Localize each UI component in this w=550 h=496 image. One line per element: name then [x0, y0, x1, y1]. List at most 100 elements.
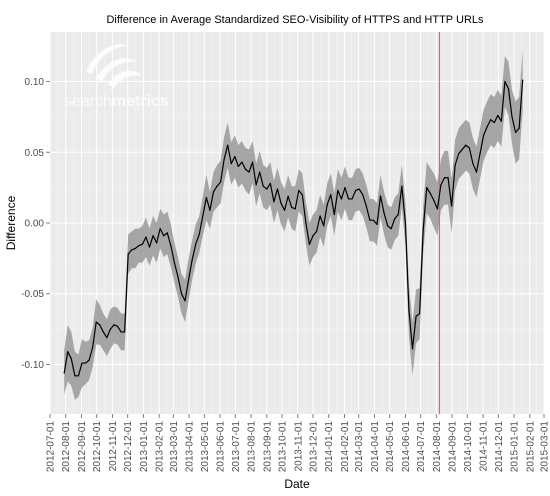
x-tick-label: 2013-01-01: [139, 421, 150, 473]
x-tick-label: 2012-12-01: [123, 421, 134, 473]
data-point: [219, 181, 222, 183]
data-point: [330, 194, 332, 196]
data-point: [141, 243, 144, 245]
data-point: [184, 300, 186, 302]
data-point: [518, 127, 520, 129]
data-point: [426, 187, 428, 189]
data-point: [493, 121, 495, 124]
searchmetrics-logo: searchmetrics: [64, 44, 169, 110]
data-point: [159, 228, 161, 230]
data-point: [411, 348, 414, 350]
data-point: [173, 262, 175, 264]
x-tick-label: 2014-03-01: [354, 421, 365, 473]
data-point: [333, 213, 335, 216]
data-point: [67, 351, 69, 353]
x-tick-label: 2013-11-01: [293, 421, 304, 472]
data-point: [390, 228, 392, 230]
data-point: [170, 245, 172, 247]
data-point: [95, 321, 97, 323]
data-point: [163, 235, 165, 237]
series-line: [63, 80, 524, 377]
data-point: [113, 324, 115, 326]
data-point: [70, 358, 72, 360]
data-point: [301, 194, 303, 196]
data-point: [397, 213, 399, 216]
x-tick-label: 2013-04-01: [185, 421, 196, 473]
data-point: [305, 222, 307, 224]
data-point: [212, 191, 215, 193]
data-point: [312, 235, 314, 237]
data-point: [479, 153, 481, 155]
data-point: [287, 195, 289, 197]
data-point: [401, 185, 403, 187]
x-tick-label: 2015-02-01: [525, 421, 536, 473]
data-point: [372, 219, 375, 221]
data-point: [241, 161, 243, 163]
data-point: [408, 310, 410, 312]
data-point: [99, 324, 101, 326]
y-axis-title: Difference: [4, 195, 18, 250]
x-tick-label: 2014-11-01: [479, 421, 490, 472]
data-point: [188, 278, 190, 281]
x-tick-label: 2014-01-01: [324, 421, 335, 473]
data-point: [504, 80, 506, 83]
x-tick-label: 2013-08-01: [247, 421, 258, 473]
data-point: [507, 87, 510, 90]
data-point: [177, 276, 179, 278]
y-tick-label: 0.05: [25, 148, 45, 159]
data-point: [280, 202, 282, 204]
data-point: [273, 201, 275, 203]
data-point: [92, 346, 94, 349]
data-point: [195, 243, 197, 245]
data-point: [461, 148, 463, 151]
data-point: [266, 188, 268, 190]
data-point: [276, 188, 279, 190]
x-tick-label: 2013-10-01: [278, 421, 289, 473]
confidence-band: [64, 48, 523, 400]
logo-text: searchmetrics: [64, 93, 169, 110]
x-tick-label: 2014-07-01: [416, 421, 427, 473]
x-tick-label: 2013-12-01: [308, 421, 319, 473]
data-point: [209, 209, 211, 211]
data-point: [255, 184, 257, 186]
data-point: [180, 293, 183, 295]
x-tick-label: 2012-08-01: [61, 421, 72, 473]
x-tick-label: 2014-09-01: [448, 421, 459, 473]
data-point: [365, 205, 367, 207]
data-point: [134, 247, 136, 250]
data-point: [347, 198, 350, 200]
data-point: [138, 245, 140, 247]
data-point: [511, 116, 513, 118]
data-point: [465, 144, 467, 146]
data-point: [500, 120, 502, 122]
y-axis-ticks: 0.10 0.05 0.00 -0.05 -0.10: [21, 77, 50, 371]
data-point: [145, 236, 147, 238]
data-point: [486, 126, 488, 128]
data-point: [358, 188, 360, 190]
data-point: [205, 196, 207, 199]
data-point: [148, 246, 151, 248]
x-tick-label: 2012-10-01: [92, 421, 103, 473]
x-tick-label: 2014-05-01: [385, 421, 396, 473]
data-point: [379, 195, 382, 197]
data-point: [475, 171, 478, 173]
y-tick-label: 0.10: [25, 77, 45, 88]
logo-swoosh-icon: [86, 44, 128, 74]
x-tick-label: 2014-04-01: [370, 421, 381, 473]
data-point: [308, 243, 311, 245]
x-tick-label: 2013-02-01: [155, 421, 166, 473]
logo-text-bold: metrics: [112, 93, 169, 110]
data-point: [340, 198, 343, 200]
data-point: [223, 158, 225, 160]
data-point: [152, 235, 154, 237]
data-point: [497, 114, 499, 117]
data-point: [237, 165, 239, 168]
data-point: [216, 185, 218, 187]
data-point: [433, 199, 435, 201]
data-point: [376, 223, 378, 226]
data-point: [404, 222, 406, 224]
data-point: [202, 215, 204, 217]
data-point: [127, 253, 129, 255]
x-tick-label: 2013-07-01: [231, 421, 242, 473]
